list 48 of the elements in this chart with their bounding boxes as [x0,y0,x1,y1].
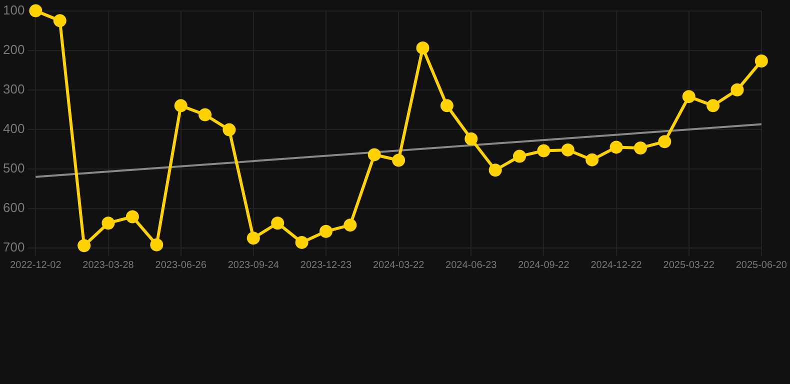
point [464,132,478,146]
x-tick-label: 2024-12-22 [590,260,642,271]
point [634,141,647,154]
y-tick-label: 300 [2,81,25,96]
y-tick-label: 500 [2,160,25,176]
point [658,135,672,148]
point [222,123,236,136]
point [488,164,502,177]
y-tick-label: 200 [2,42,25,57]
point [319,224,332,238]
x-tick-label: 2023-09-24 [228,260,280,271]
x-tick-label: 2022-12-02 [10,260,62,271]
point [561,143,574,156]
point [174,99,188,112]
x-tick-label: 2024-03-22 [372,260,425,271]
point [246,232,260,245]
y-tick-label: 100 [2,2,25,18]
point [271,216,284,230]
point [392,154,406,167]
point [682,90,696,104]
point [344,218,357,232]
point [513,150,526,163]
x-tick-label: 2025-06-20 [736,260,788,271]
point [730,83,744,96]
point [610,140,623,154]
x-tick-label: 2023-03-28 [82,260,134,271]
x-tick-label: 2024-06-23 [446,260,498,271]
y-tick-label: 400 [2,120,25,136]
point [53,14,66,28]
point [102,216,115,230]
point [754,54,768,68]
point [150,238,164,252]
point [416,41,430,54]
point [537,144,550,158]
y-tick-label: 700 [2,240,25,255]
point [198,108,212,122]
point [586,153,599,166]
y-tick-label: 600 [2,200,25,216]
x-tick-label: 2025-03-22 [663,260,715,271]
point [78,239,91,252]
point [706,99,720,112]
point [295,236,308,249]
point [368,148,381,162]
point [126,210,139,224]
x-tick-label: 2024-09-22 [518,260,570,271]
x-tick-label: 2023-06-26 [155,260,207,271]
point [440,99,454,112]
x-tick-label: 2023-12-23 [300,260,352,271]
